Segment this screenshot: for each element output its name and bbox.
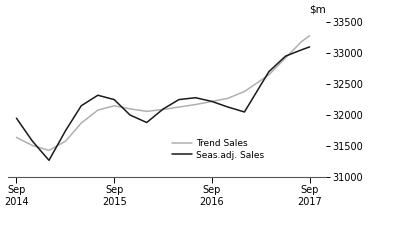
- Seas.adj. Sales: [266, 70, 271, 73]
- Trend Sales: [266, 73, 271, 76]
- Seas.adj. Sales: [307, 46, 312, 48]
- Trend Sales: [299, 41, 303, 43]
- Line: Trend Sales: Trend Sales: [16, 36, 310, 151]
- Trend Sales: [193, 103, 198, 106]
- Trend Sales: [210, 100, 214, 103]
- Trend Sales: [177, 106, 181, 108]
- Trend Sales: [242, 90, 247, 93]
- Trend Sales: [46, 149, 51, 152]
- Text: $m: $m: [309, 4, 326, 14]
- Seas.adj. Sales: [14, 117, 19, 120]
- Trend Sales: [14, 136, 19, 139]
- Trend Sales: [225, 97, 230, 100]
- Seas.adj. Sales: [210, 100, 214, 103]
- Seas.adj. Sales: [30, 140, 35, 143]
- Seas.adj. Sales: [225, 106, 230, 108]
- Trend Sales: [30, 144, 35, 147]
- Seas.adj. Sales: [193, 96, 198, 99]
- Seas.adj. Sales: [242, 111, 247, 113]
- Trend Sales: [63, 140, 68, 143]
- Trend Sales: [95, 109, 100, 111]
- Legend: Trend Sales, Seas.adj. Sales: Trend Sales, Seas.adj. Sales: [172, 139, 264, 160]
- Seas.adj. Sales: [128, 114, 133, 116]
- Seas.adj. Sales: [299, 49, 303, 51]
- Seas.adj. Sales: [63, 129, 68, 132]
- Trend Sales: [145, 110, 149, 113]
- Trend Sales: [307, 34, 312, 37]
- Trend Sales: [112, 104, 117, 107]
- Trend Sales: [161, 108, 166, 111]
- Seas.adj. Sales: [112, 98, 117, 101]
- Seas.adj. Sales: [177, 98, 181, 101]
- Seas.adj. Sales: [283, 55, 288, 57]
- Seas.adj. Sales: [46, 159, 51, 162]
- Seas.adj. Sales: [79, 104, 84, 107]
- Trend Sales: [128, 108, 133, 110]
- Seas.adj. Sales: [145, 121, 149, 124]
- Seas.adj. Sales: [161, 108, 166, 110]
- Trend Sales: [79, 122, 84, 124]
- Line: Seas.adj. Sales: Seas.adj. Sales: [16, 47, 310, 160]
- Seas.adj. Sales: [95, 94, 100, 97]
- Trend Sales: [283, 57, 288, 59]
